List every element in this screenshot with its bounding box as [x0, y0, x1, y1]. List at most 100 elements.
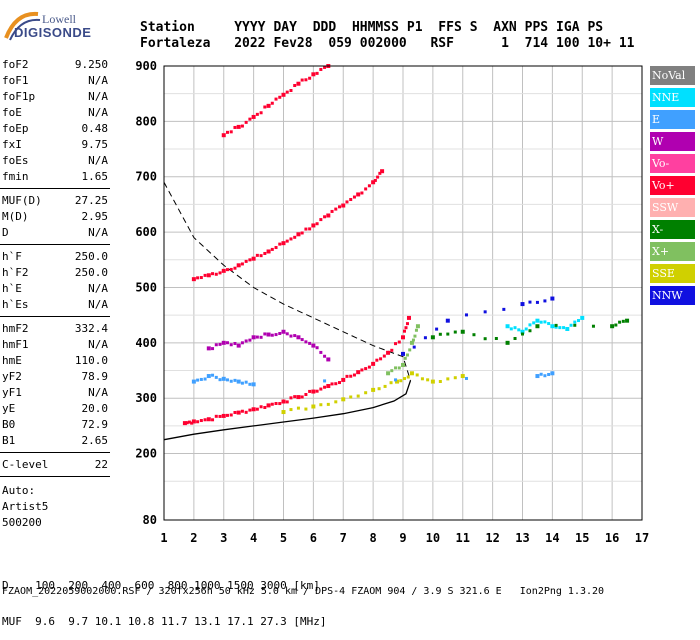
- header-values-cell: 100: [556, 36, 580, 51]
- x-tick-label: 11: [456, 531, 470, 545]
- data-point: [401, 351, 405, 356]
- data-point: [293, 334, 297, 338]
- data-point: [413, 334, 417, 338]
- data-point: [240, 341, 244, 345]
- x-tick-label: 3: [220, 531, 227, 545]
- param-value: 20.0: [81, 402, 109, 415]
- data-point: [580, 315, 585, 320]
- x-tick-label: 16: [605, 531, 619, 545]
- data-point: [319, 350, 323, 354]
- data-point: [415, 373, 419, 377]
- data-point: [460, 374, 465, 379]
- header-labels-cell: DAY: [273, 20, 297, 35]
- data-point: [352, 195, 356, 199]
- param-hmf1: hmF1 N/A: [2, 338, 108, 354]
- data-point: [251, 114, 256, 119]
- data-point: [281, 410, 286, 415]
- data-point: [446, 377, 450, 381]
- header-labels-cell: FFS: [438, 20, 462, 35]
- data-point: [221, 413, 226, 418]
- param-b0: B0 72.9: [2, 418, 108, 434]
- distance-values: 100 200 400 600 800 1000 1500 3000 [km]: [35, 579, 320, 592]
- plot-frame: [163, 65, 643, 521]
- param-value: N/A: [88, 338, 108, 351]
- header-values-cell: 1: [501, 36, 509, 51]
- param-label: C-level: [2, 458, 49, 471]
- data-point: [225, 378, 229, 382]
- data-point: [281, 241, 286, 246]
- x-tick-label: 6: [310, 531, 317, 545]
- data-point: [304, 407, 308, 411]
- data-point: [285, 239, 289, 243]
- y-tick-label: 300: [135, 391, 157, 405]
- data-point: [408, 348, 412, 352]
- y-tick-label: 800: [135, 114, 157, 128]
- data-point: [225, 341, 229, 345]
- data-point: [315, 346, 319, 350]
- data-point: [281, 92, 286, 97]
- muf-row: MUF 9.6 9.7 10.1 10.8 11.7 13.1 17.1 27.…: [2, 616, 327, 628]
- data-point: [621, 319, 625, 323]
- data-point: [311, 223, 316, 228]
- data-point: [225, 130, 229, 134]
- data-point: [502, 307, 506, 311]
- data-point: [550, 324, 555, 329]
- data-point: [319, 67, 323, 71]
- data-point: [409, 340, 414, 345]
- header-values-cell: Fev28: [273, 36, 313, 51]
- data-point: [296, 81, 301, 86]
- data-point: [460, 329, 465, 334]
- data-point: [285, 90, 289, 94]
- x-tick-label: 5: [280, 531, 287, 545]
- data-point: [236, 410, 241, 415]
- data-point: [390, 369, 394, 373]
- data-point: [206, 273, 211, 278]
- param-label: h`Es: [2, 298, 29, 311]
- auto-code: 500200: [2, 516, 42, 529]
- param-d: D N/A: [2, 226, 108, 242]
- data-point: [591, 324, 595, 328]
- data-point: [203, 377, 207, 381]
- x-tick-label: 7: [340, 531, 347, 545]
- logo-text-lowell: Lowell: [42, 12, 76, 26]
- data-point: [423, 336, 427, 340]
- param-label: foF1: [2, 74, 29, 87]
- plot-curves: [163, 182, 412, 441]
- header-values-cell: 11: [618, 36, 635, 51]
- data-point: [270, 247, 274, 251]
- data-point: [236, 263, 241, 268]
- x-tick-label: 4: [250, 531, 257, 545]
- auto-label: Auto:: [2, 484, 36, 497]
- data-point: [296, 232, 301, 237]
- data-point: [483, 337, 487, 341]
- data-point: [236, 124, 241, 129]
- param-value: 1.65: [81, 170, 109, 183]
- data-point: [528, 300, 532, 304]
- data-point: [543, 374, 547, 378]
- data-point: [240, 381, 244, 385]
- data-point: [446, 332, 450, 336]
- data-point: [278, 331, 282, 335]
- data-point: [218, 271, 222, 275]
- data-point: [338, 381, 342, 385]
- data-point: [240, 409, 244, 413]
- x-tick-label: 15: [575, 531, 589, 545]
- x-tick-label: 10: [426, 531, 440, 545]
- data-point: [289, 408, 293, 412]
- data-point: [304, 393, 308, 397]
- plot-marks: [182, 64, 630, 426]
- param-label: foEs: [2, 154, 29, 167]
- legend-item-nnw: NNW: [650, 286, 695, 305]
- data-point: [509, 327, 513, 331]
- data-point: [386, 350, 391, 355]
- data-point: [420, 377, 424, 381]
- data-point: [274, 246, 278, 250]
- data-point: [206, 346, 211, 351]
- param-value: 2.65: [81, 434, 109, 447]
- data-point: [378, 171, 382, 175]
- data-point: [430, 379, 435, 384]
- header-values-cell: 059: [328, 36, 352, 51]
- data-point: [233, 410, 237, 414]
- data-point: [543, 320, 547, 324]
- data-point: [218, 414, 222, 418]
